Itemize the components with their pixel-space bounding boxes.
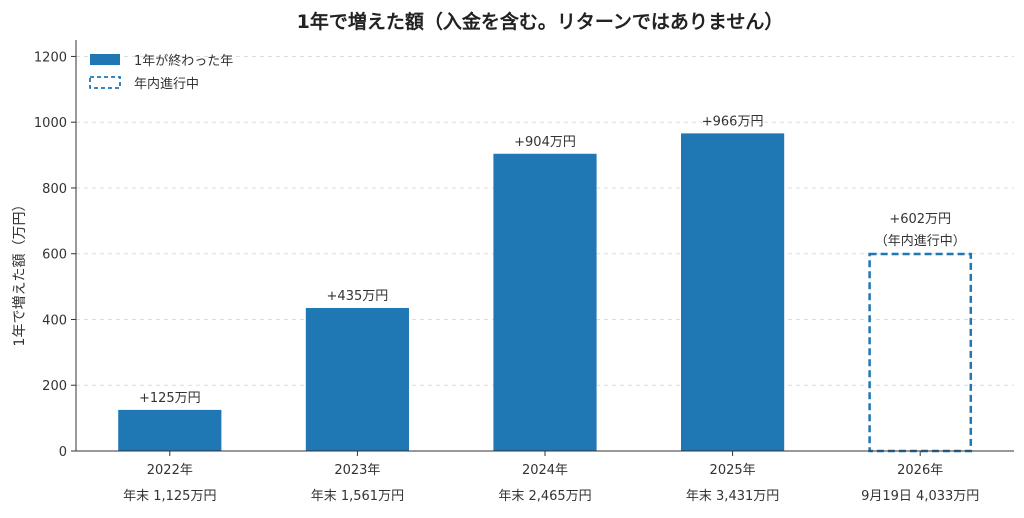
chart-title: 1年で増えた額（入金を含む。リターンではありません） <box>297 10 784 33</box>
legend-label: 年内進行中 <box>134 76 199 92</box>
x-category-sublabel: 年末 1,125万円 <box>123 489 216 504</box>
data-label: +602万円 <box>889 212 951 227</box>
data-label: +904万円 <box>514 135 576 150</box>
y-tick-label: 1000 <box>34 116 67 131</box>
x-category-label: 2026年 <box>897 463 943 478</box>
bar <box>305 307 409 451</box>
y-tick-label: 600 <box>42 248 67 263</box>
data-labels: +125万円 +435万円 +904万円 +966万円 （年内進行中） +602万円 <box>139 114 966 406</box>
y-tick-label: 0 <box>59 445 67 460</box>
y-tick-label: 200 <box>42 379 67 394</box>
x-category-label: 2024年 <box>522 463 568 478</box>
x-category-label: 2023年 <box>334 463 380 478</box>
data-label-note: （年内進行中） <box>875 233 966 249</box>
bar-in-progress <box>868 252 973 453</box>
data-label: +435万円 <box>327 289 389 304</box>
y-axis-ticks: 0 200 400 600 800 1000 1200 <box>34 50 76 460</box>
x-category-label: 2022年 <box>147 463 193 478</box>
y-tick-label: 400 <box>42 313 67 328</box>
bar <box>681 133 785 451</box>
bars <box>118 133 973 453</box>
y-tick-label: 800 <box>42 182 67 197</box>
legend-swatch <box>90 54 120 65</box>
y-tick-label: 1200 <box>34 50 67 65</box>
x-category-sublabel: 年末 3,431万円 <box>686 489 779 504</box>
data-label: +966万円 <box>702 114 764 129</box>
x-category-sublabel: 9月19日 4,033万円 <box>861 489 979 504</box>
y-axis-label: 1年で増えた額（万円） <box>12 198 28 347</box>
x-category-sublabel: 年末 2,465万円 <box>498 489 591 504</box>
legend-swatch-dashed <box>89 76 121 89</box>
legend-label: 1年が終わった年 <box>134 53 233 69</box>
axes <box>75 40 1014 452</box>
bar <box>493 153 597 451</box>
bar <box>118 409 222 451</box>
x-category-label: 2025年 <box>710 463 756 478</box>
x-category-sublabel: 年末 1,561万円 <box>311 489 404 504</box>
data-label: +125万円 <box>139 391 201 406</box>
